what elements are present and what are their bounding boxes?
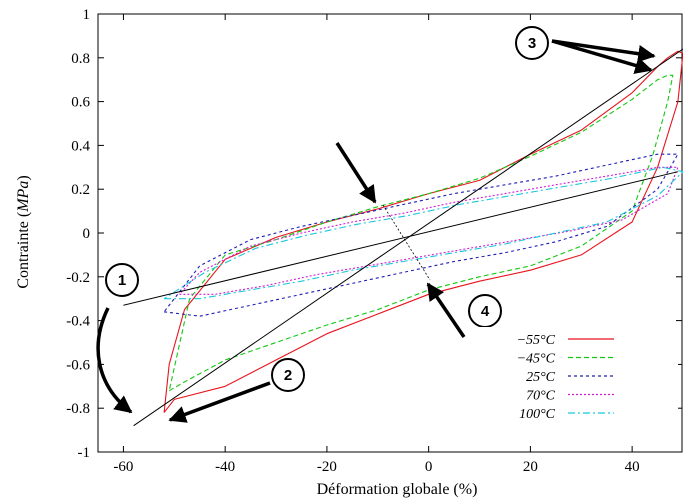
reference-line bbox=[133, 48, 683, 427]
y-tick-label: -0.2 bbox=[66, 270, 90, 286]
annotation-circle bbox=[105, 263, 139, 297]
x-axis-label: Déformation globale (%) bbox=[317, 481, 478, 498]
x-tick-label: 40 bbox=[625, 459, 640, 475]
y-axis-label-unit: MPa bbox=[15, 181, 32, 213]
annotation-number: 2 bbox=[284, 367, 292, 384]
annotation-arrow bbox=[168, 381, 271, 423]
y-tick-label: 0.8 bbox=[71, 51, 90, 67]
annotation-circle bbox=[271, 358, 305, 392]
y-tick-label: 1 bbox=[83, 7, 91, 23]
x-tick-label: 20 bbox=[523, 459, 538, 475]
legend-background bbox=[478, 327, 678, 433]
tick-labels: -60 -40 -20 0 20 40 -1 -0.8 -0.6 -0.4 -0.2 0 0.2 0.4 0… bbox=[66, 7, 639, 475]
x-tick-label: -20 bbox=[317, 459, 337, 475]
legend-label: −55°C bbox=[517, 333, 556, 348]
annotation-number: 1 bbox=[118, 272, 126, 289]
y-axis-label-suffix: ) bbox=[15, 175, 32, 180]
x-tick-label: -40 bbox=[215, 459, 235, 475]
annotation-number: 3 bbox=[528, 35, 536, 52]
y-tick-label: 0.2 bbox=[71, 182, 90, 198]
y-tick-label: 0.6 bbox=[71, 95, 90, 111]
y-tick-label: 0.4 bbox=[71, 138, 90, 154]
annotation-arrow bbox=[551, 39, 653, 74]
annotation-arrow bbox=[551, 39, 656, 63]
annotation-arrow bbox=[335, 142, 377, 204]
series-line-5 bbox=[163, 166, 683, 300]
y-tick-label: -0.4 bbox=[66, 314, 90, 330]
y-axis-label-prefix: Contrainte ( bbox=[15, 212, 32, 289]
reference-line bbox=[123, 171, 679, 306]
legend: −55°C −45°C 25°C 70°C 100°C bbox=[478, 327, 678, 433]
annotation-circle bbox=[515, 26, 549, 60]
y-axis-label: Contrainte (MPa) bbox=[15, 175, 32, 288]
annotation-arrow bbox=[426, 282, 466, 338]
legend-label: 70°C bbox=[526, 389, 556, 404]
series-line-4 bbox=[178, 166, 679, 295]
reference-lines bbox=[123, 48, 683, 427]
x-tick-label: 0 bbox=[425, 459, 433, 475]
y-tick-label: -0.8 bbox=[66, 401, 90, 417]
annotations: 1 2 3 4 bbox=[96, 26, 656, 423]
annotation-number: 4 bbox=[481, 303, 490, 320]
legend-label: −45°C bbox=[517, 352, 556, 367]
y-tick-label: 0 bbox=[83, 226, 91, 242]
y-tick-label: -0.6 bbox=[66, 357, 90, 373]
legend-label: 100°C bbox=[519, 407, 556, 422]
series-line-1 bbox=[163, 50, 683, 413]
x-tick-label: -60 bbox=[113, 459, 133, 475]
legend-label: 25°C bbox=[526, 370, 556, 385]
y-tick-label: -1 bbox=[78, 445, 91, 461]
measurement-dotted-line bbox=[382, 204, 431, 281]
annotation-arrow bbox=[96, 307, 133, 414]
